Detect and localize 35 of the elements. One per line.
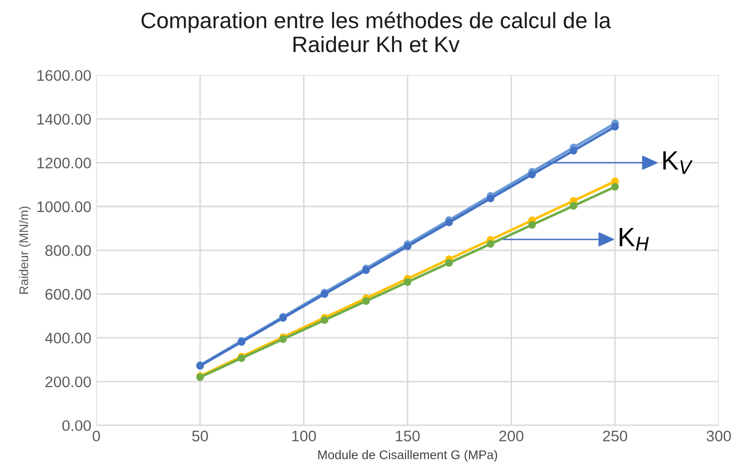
x-tick-label: 200 [499,430,524,442]
point [528,221,536,229]
point [404,278,412,286]
y-tick-label: 200.00 [46,376,91,388]
y-tick-label: 1200.00 [37,158,91,168]
y-tick-label: 400.00 [45,332,91,344]
point [445,218,453,226]
y-axis-title: Raideur (MN/m) [19,206,31,294]
point [445,259,453,267]
point [486,240,494,248]
point [362,297,370,305]
point [320,316,328,324]
x-tick-label: 150 [396,430,420,442]
x-tick-label: 100 [292,430,316,442]
x-axis-title: Module de Cisaillement G (MPa) [318,450,498,462]
y-tick-label: 800.00 [45,245,91,256]
x-tick-label: 50 [192,430,208,442]
point [611,122,619,130]
x-tick-label: 250 [603,430,628,442]
y-tick-label: 1600.00 [37,70,91,81]
y-tick-label: 1400.00 [37,114,91,125]
point [404,242,412,250]
point [486,194,494,202]
y-tick-label: 600.00 [46,288,91,300]
chart-title: Comparation entre les méthodes de calcul de la Raideur Kh et Kv [142,12,612,52]
point [570,202,578,210]
y-tick-label: 1000.00 [37,201,91,212]
y-tick-label: 0.00 [62,420,91,432]
point [611,182,619,191]
annotation: K$_{V}$ [663,151,693,174]
x-tick-label: 300 [706,430,731,442]
point [570,146,578,155]
x-tick-label: 0 [92,430,100,442]
annotation: K$_{H}$ [620,228,649,251]
point [528,170,536,178]
